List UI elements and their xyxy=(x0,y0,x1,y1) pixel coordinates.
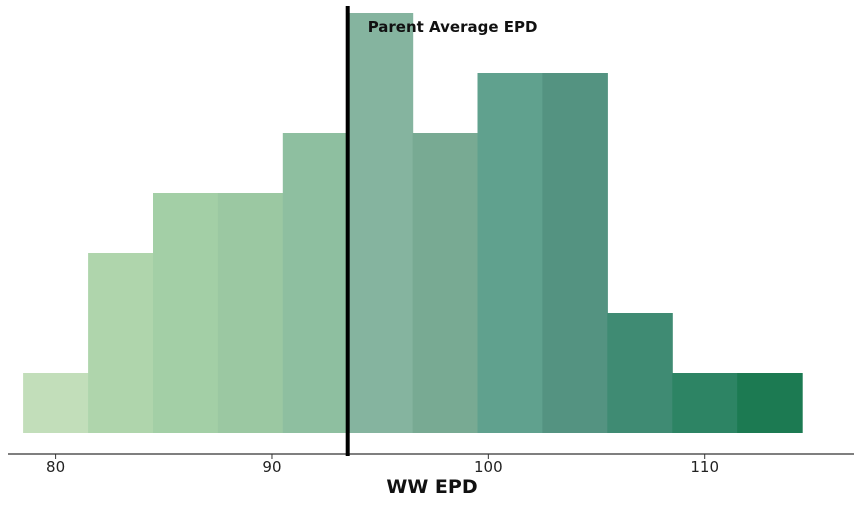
parent-average-label: Parent Average EPD xyxy=(368,18,538,36)
x-tick-label: 100 xyxy=(474,458,503,476)
x-tick-label: 110 xyxy=(690,458,719,476)
histogram-bar xyxy=(23,373,89,433)
histogram-bar xyxy=(672,373,738,433)
x-tick-label: 90 xyxy=(262,458,281,476)
x-axis-title: WW EPD xyxy=(386,476,477,498)
histogram-bar xyxy=(347,13,414,433)
histogram-bar xyxy=(282,133,349,433)
histogram-bars xyxy=(23,13,803,433)
histogram-bar xyxy=(153,193,219,433)
histogram-bar xyxy=(412,133,479,433)
histogram-bar xyxy=(737,373,803,433)
x-tick-label: 80 xyxy=(46,458,65,476)
histogram-bar xyxy=(217,193,284,433)
histogram-bar xyxy=(607,313,673,433)
x-axis-ticks: 80 90 100 110 xyxy=(46,454,719,476)
histogram-bar xyxy=(88,253,154,433)
histogram-bar xyxy=(542,73,608,433)
histogram-bar xyxy=(477,73,543,433)
